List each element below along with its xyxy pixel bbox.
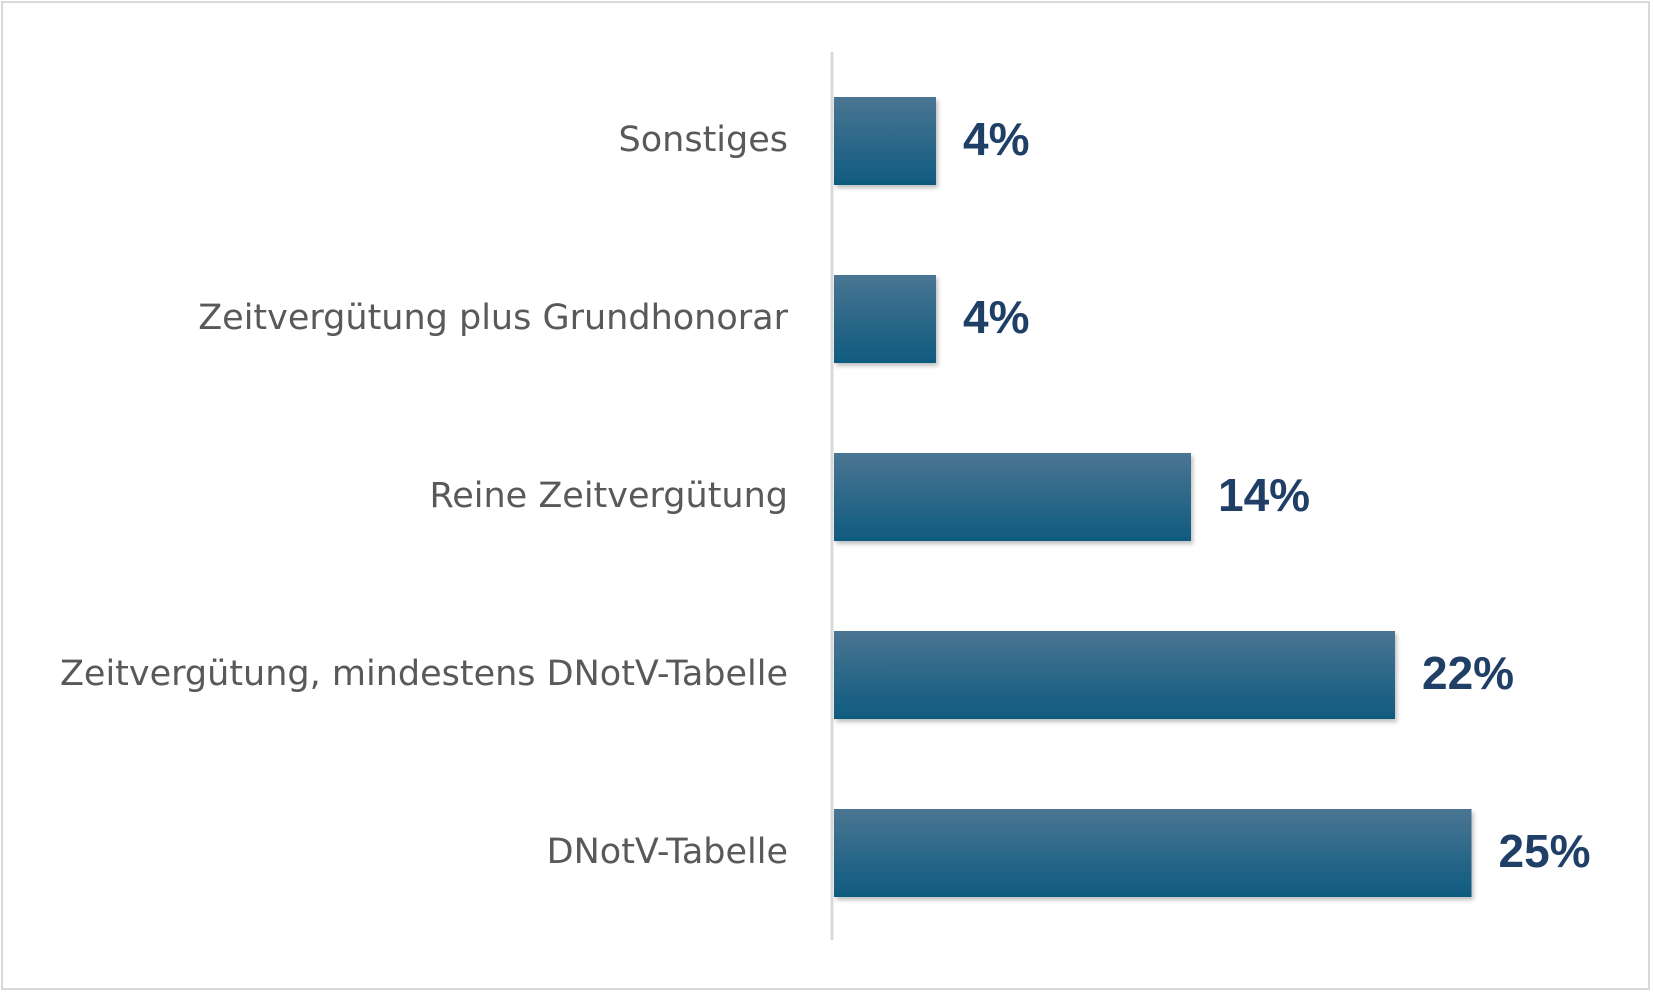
data-label: 14% (1218, 469, 1310, 521)
category-label: DNotV-Tabelle (547, 832, 788, 872)
bar (834, 631, 1395, 719)
bar (834, 275, 936, 363)
category-label: Reine Zeitvergütung (429, 476, 788, 516)
category-label: Sonstiges (619, 120, 788, 160)
data-label: 25% (1499, 825, 1591, 877)
category-label: Zeitvergütung, mindestens DNotV-Tabelle (60, 654, 788, 694)
bar (834, 97, 936, 185)
bar (834, 453, 1191, 541)
bars-layer (834, 97, 1472, 897)
data-label: 4% (963, 113, 1029, 165)
category-label: Zeitvergütung plus Grundhonorar (198, 298, 788, 338)
labels-layer: Sonstiges 4% Zeitvergütung plus Grundhonor… (60, 113, 1591, 877)
bar (834, 809, 1472, 897)
data-label: 22% (1422, 647, 1514, 699)
data-label: 4% (963, 291, 1029, 343)
